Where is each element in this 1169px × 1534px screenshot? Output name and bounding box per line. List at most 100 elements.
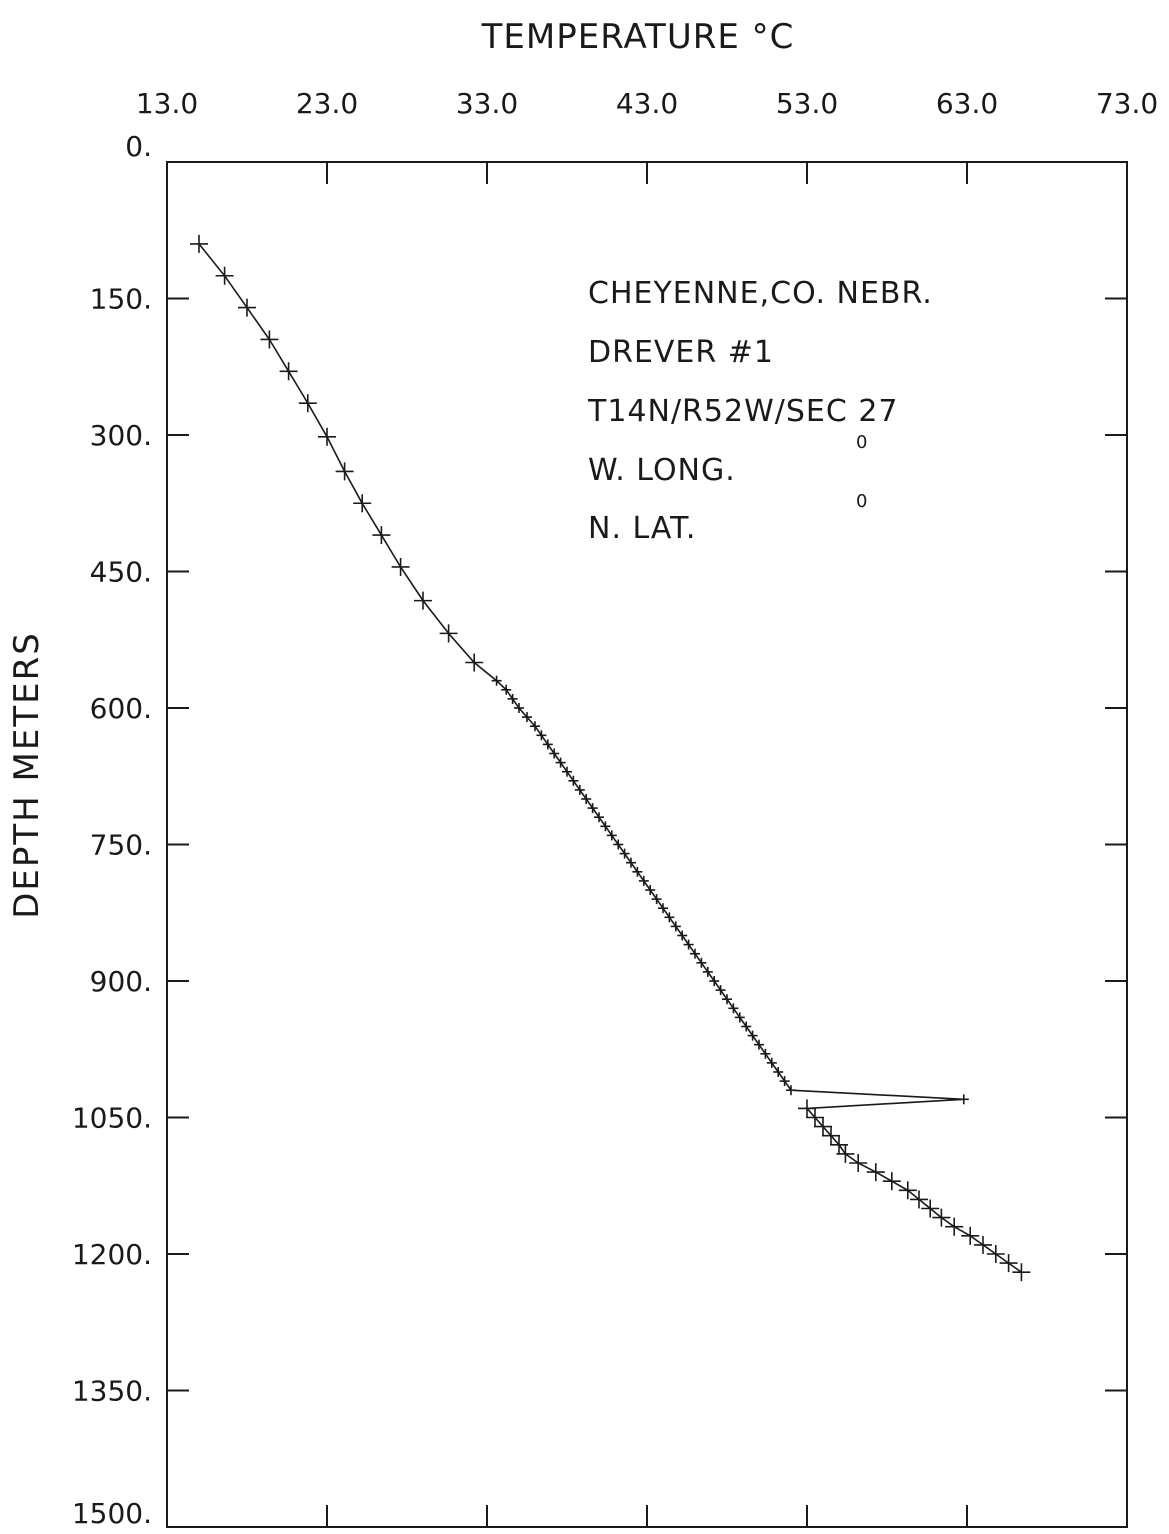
data-point-marker: [651, 894, 662, 905]
x-tick-label: 33.0: [456, 87, 518, 120]
data-point-marker: [849, 1154, 868, 1172]
data-point-marker: [760, 1048, 771, 1059]
data-point-marker: [741, 1021, 752, 1032]
data-point-marker: [594, 812, 604, 823]
x-axis-ticks: [326, 162, 968, 1527]
y-tick-label: 1050.: [72, 1102, 152, 1135]
data-point-marker: [536, 730, 547, 741]
data-point-marker: [696, 957, 707, 968]
data-point-marker: [530, 721, 540, 732]
data-point-marker: [734, 1012, 745, 1023]
data-point-marker: [353, 494, 372, 513]
data-point-marker: [690, 948, 700, 959]
data-point-marker: [921, 1199, 940, 1218]
data-point-marker: [702, 966, 713, 977]
data-point-marker: [722, 994, 732, 1005]
data-point-marker: [798, 1099, 816, 1118]
data-point-marker: [658, 903, 668, 914]
data-point-marker: [747, 1030, 758, 1041]
data-point-marker: [215, 266, 234, 285]
data-point-marker: [932, 1208, 951, 1227]
data-point-marker: [522, 712, 532, 723]
y-tick-label: 750.: [90, 829, 152, 862]
data-point-marker: [677, 930, 688, 941]
x-tick-label: 43.0: [616, 87, 678, 120]
series-line: [198, 243, 1022, 1273]
data-point-marker: [683, 939, 694, 950]
y-tick-label: 300.: [90, 419, 152, 452]
data-point-marker: [830, 1135, 848, 1154]
y-tick-label: 600.: [90, 692, 152, 725]
latitude-degree-mark: 0: [856, 491, 867, 512]
data-point-marker: [238, 298, 256, 317]
data-point-marker: [391, 557, 410, 576]
data-point-marker: [754, 1039, 764, 1050]
data-point-marker: [638, 875, 649, 886]
data-point-marker: [626, 857, 636, 868]
data-point-marker: [372, 526, 391, 545]
data-point-marker: [190, 234, 208, 253]
x-tick-label: 73.0: [1096, 87, 1158, 120]
data-point-marker: [542, 739, 553, 750]
data-point-marker: [709, 976, 720, 986]
annotation-section: T14N/R52W/SEC 27: [587, 394, 899, 429]
data-point-marker: [414, 591, 432, 610]
data-point-marker: [822, 1126, 840, 1145]
y-tick-label: 1200.: [72, 1238, 152, 1271]
data-point-marker: [1012, 1263, 1031, 1282]
data-point-marker: [773, 1067, 784, 1077]
data-point-marker: [632, 866, 643, 877]
data-point-marker: [766, 1057, 777, 1068]
data-point-marker: [814, 1117, 832, 1136]
annotation-longitude: W. LONG.: [588, 453, 736, 488]
y-tick-label: 1500.: [72, 1497, 152, 1530]
data-point-marker: [514, 703, 524, 713]
x-tick-label: 53.0: [776, 87, 838, 120]
data-point-marker: [491, 675, 502, 686]
data-point-marker: [664, 912, 675, 923]
annotation-latitude: N. LAT.: [588, 511, 696, 546]
data-point-marker: [836, 1144, 855, 1163]
data-point-marker: [465, 653, 484, 672]
annotation-well-name: DREVER #1: [588, 335, 774, 370]
y-tick-label: 450.: [90, 556, 152, 589]
data-point-marker: [260, 330, 279, 349]
y-tick-label: 0.: [125, 130, 152, 163]
data-point-marker: [910, 1190, 928, 1209]
x-axis-tick-labels: 13.0 23.0 33.0 43.0 53.0 63.0 73.0: [136, 87, 1158, 120]
data-point-marker: [562, 766, 572, 777]
data-point-marker: [715, 985, 726, 996]
y-tick-label: 1350.: [72, 1375, 152, 1408]
data-point-marker: [728, 1003, 739, 1014]
data-point-marker: [439, 624, 458, 643]
data-point-marker: [507, 693, 518, 704]
data-point-marker: [898, 1181, 917, 1200]
data-point-marker: [619, 848, 630, 859]
data-point-marker: [974, 1235, 992, 1254]
data-point-marker: [549, 748, 560, 759]
data-point-marker: [574, 784, 585, 795]
data-point-marker: [555, 757, 566, 768]
x-tick-label: 13.0: [136, 87, 198, 120]
annotation-location: CHEYENNE,CO. NEBR.: [588, 276, 933, 311]
chart-title: TEMPERATURE °C: [481, 17, 795, 57]
y-tick-label: 900.: [90, 965, 152, 998]
data-point-marker: [568, 775, 579, 786]
data-point-marker: [600, 821, 611, 832]
data-point-marker: [961, 1226, 980, 1245]
y-axis-title: DEPTH METERS: [7, 631, 47, 919]
longitude-degree-mark: 0: [856, 432, 867, 453]
data-point-marker: [298, 394, 317, 413]
data-point-marker: [581, 794, 592, 804]
data-point-marker: [999, 1254, 1018, 1273]
x-tick-label: 63.0: [936, 87, 998, 120]
data-point-marker: [779, 1076, 790, 1087]
temperature-profile-series: [190, 234, 1031, 1282]
data-point-marker: [670, 921, 681, 932]
y-tick-label: 150.: [90, 283, 152, 316]
data-point-marker: [945, 1217, 964, 1236]
data-point-marker: [806, 1108, 824, 1127]
y-axis-tick-labels: 0. 150. 300. 450. 600. 750. 900. 1050. 1200. 1350…: [72, 130, 152, 1530]
